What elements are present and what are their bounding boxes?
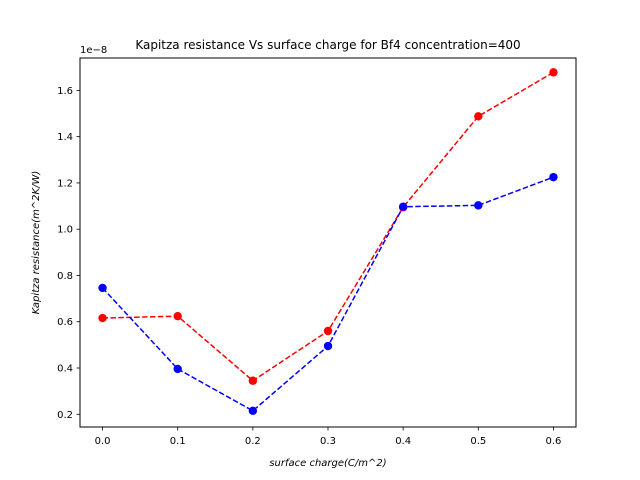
y-tick-label: 0.4	[57, 364, 73, 375]
y-tick-label: 1.0	[57, 225, 73, 236]
y-tick-label: 1.4	[57, 132, 73, 143]
series-0-point	[248, 376, 258, 385]
y-ticks: 0.2 0.4 0.6 0.8 1.0 1.2 1.4 1.6	[57, 86, 80, 421]
x-tick-label: 0.4	[395, 436, 411, 447]
series-0-point	[323, 326, 333, 336]
series-1-point	[248, 406, 258, 416]
series-1-point	[474, 201, 483, 210]
series-1-line	[101, 176, 554, 412]
series-0-point	[474, 112, 483, 121]
series-1-point	[549, 172, 558, 182]
series-1-point	[398, 202, 408, 211]
x-tick-label: 0.0	[95, 436, 111, 447]
plot-frame	[79, 57, 577, 428]
y-offset-text: 1e−8	[80, 45, 107, 56]
x-tick-label: 0.2	[245, 436, 261, 447]
y-tick-label: 0.8	[57, 271, 73, 282]
x-axis-label: surface charge(C/m^2)	[269, 458, 386, 469]
series-1-point	[323, 341, 333, 351]
series-0-point	[173, 311, 182, 321]
series-layer	[98, 68, 558, 416]
series-1-point	[98, 283, 107, 293]
y-tick-label: 0.6	[57, 317, 73, 328]
x-tick-label: 0.3	[320, 436, 336, 447]
x-ticks: 0.0 0.1 0.2 0.3 0.4 0.5 0.6	[95, 427, 562, 447]
y-tick-label: 1.6	[57, 86, 73, 97]
x-tick-label: 0.1	[170, 436, 186, 447]
series-1-point	[173, 364, 182, 374]
y-tick-label: 1.2	[57, 178, 73, 189]
series-0-point	[549, 68, 558, 77]
y-tick-label: 0.2	[57, 410, 73, 421]
y-axis-label: Kapitza resistance(m^2K/W)	[31, 171, 42, 315]
x-tick-label: 0.5	[470, 436, 486, 447]
series-0-point	[98, 313, 107, 323]
chart-title: Kapitza resistance Vs surface charge for…	[135, 38, 520, 52]
x-tick-label: 0.6	[546, 436, 562, 447]
